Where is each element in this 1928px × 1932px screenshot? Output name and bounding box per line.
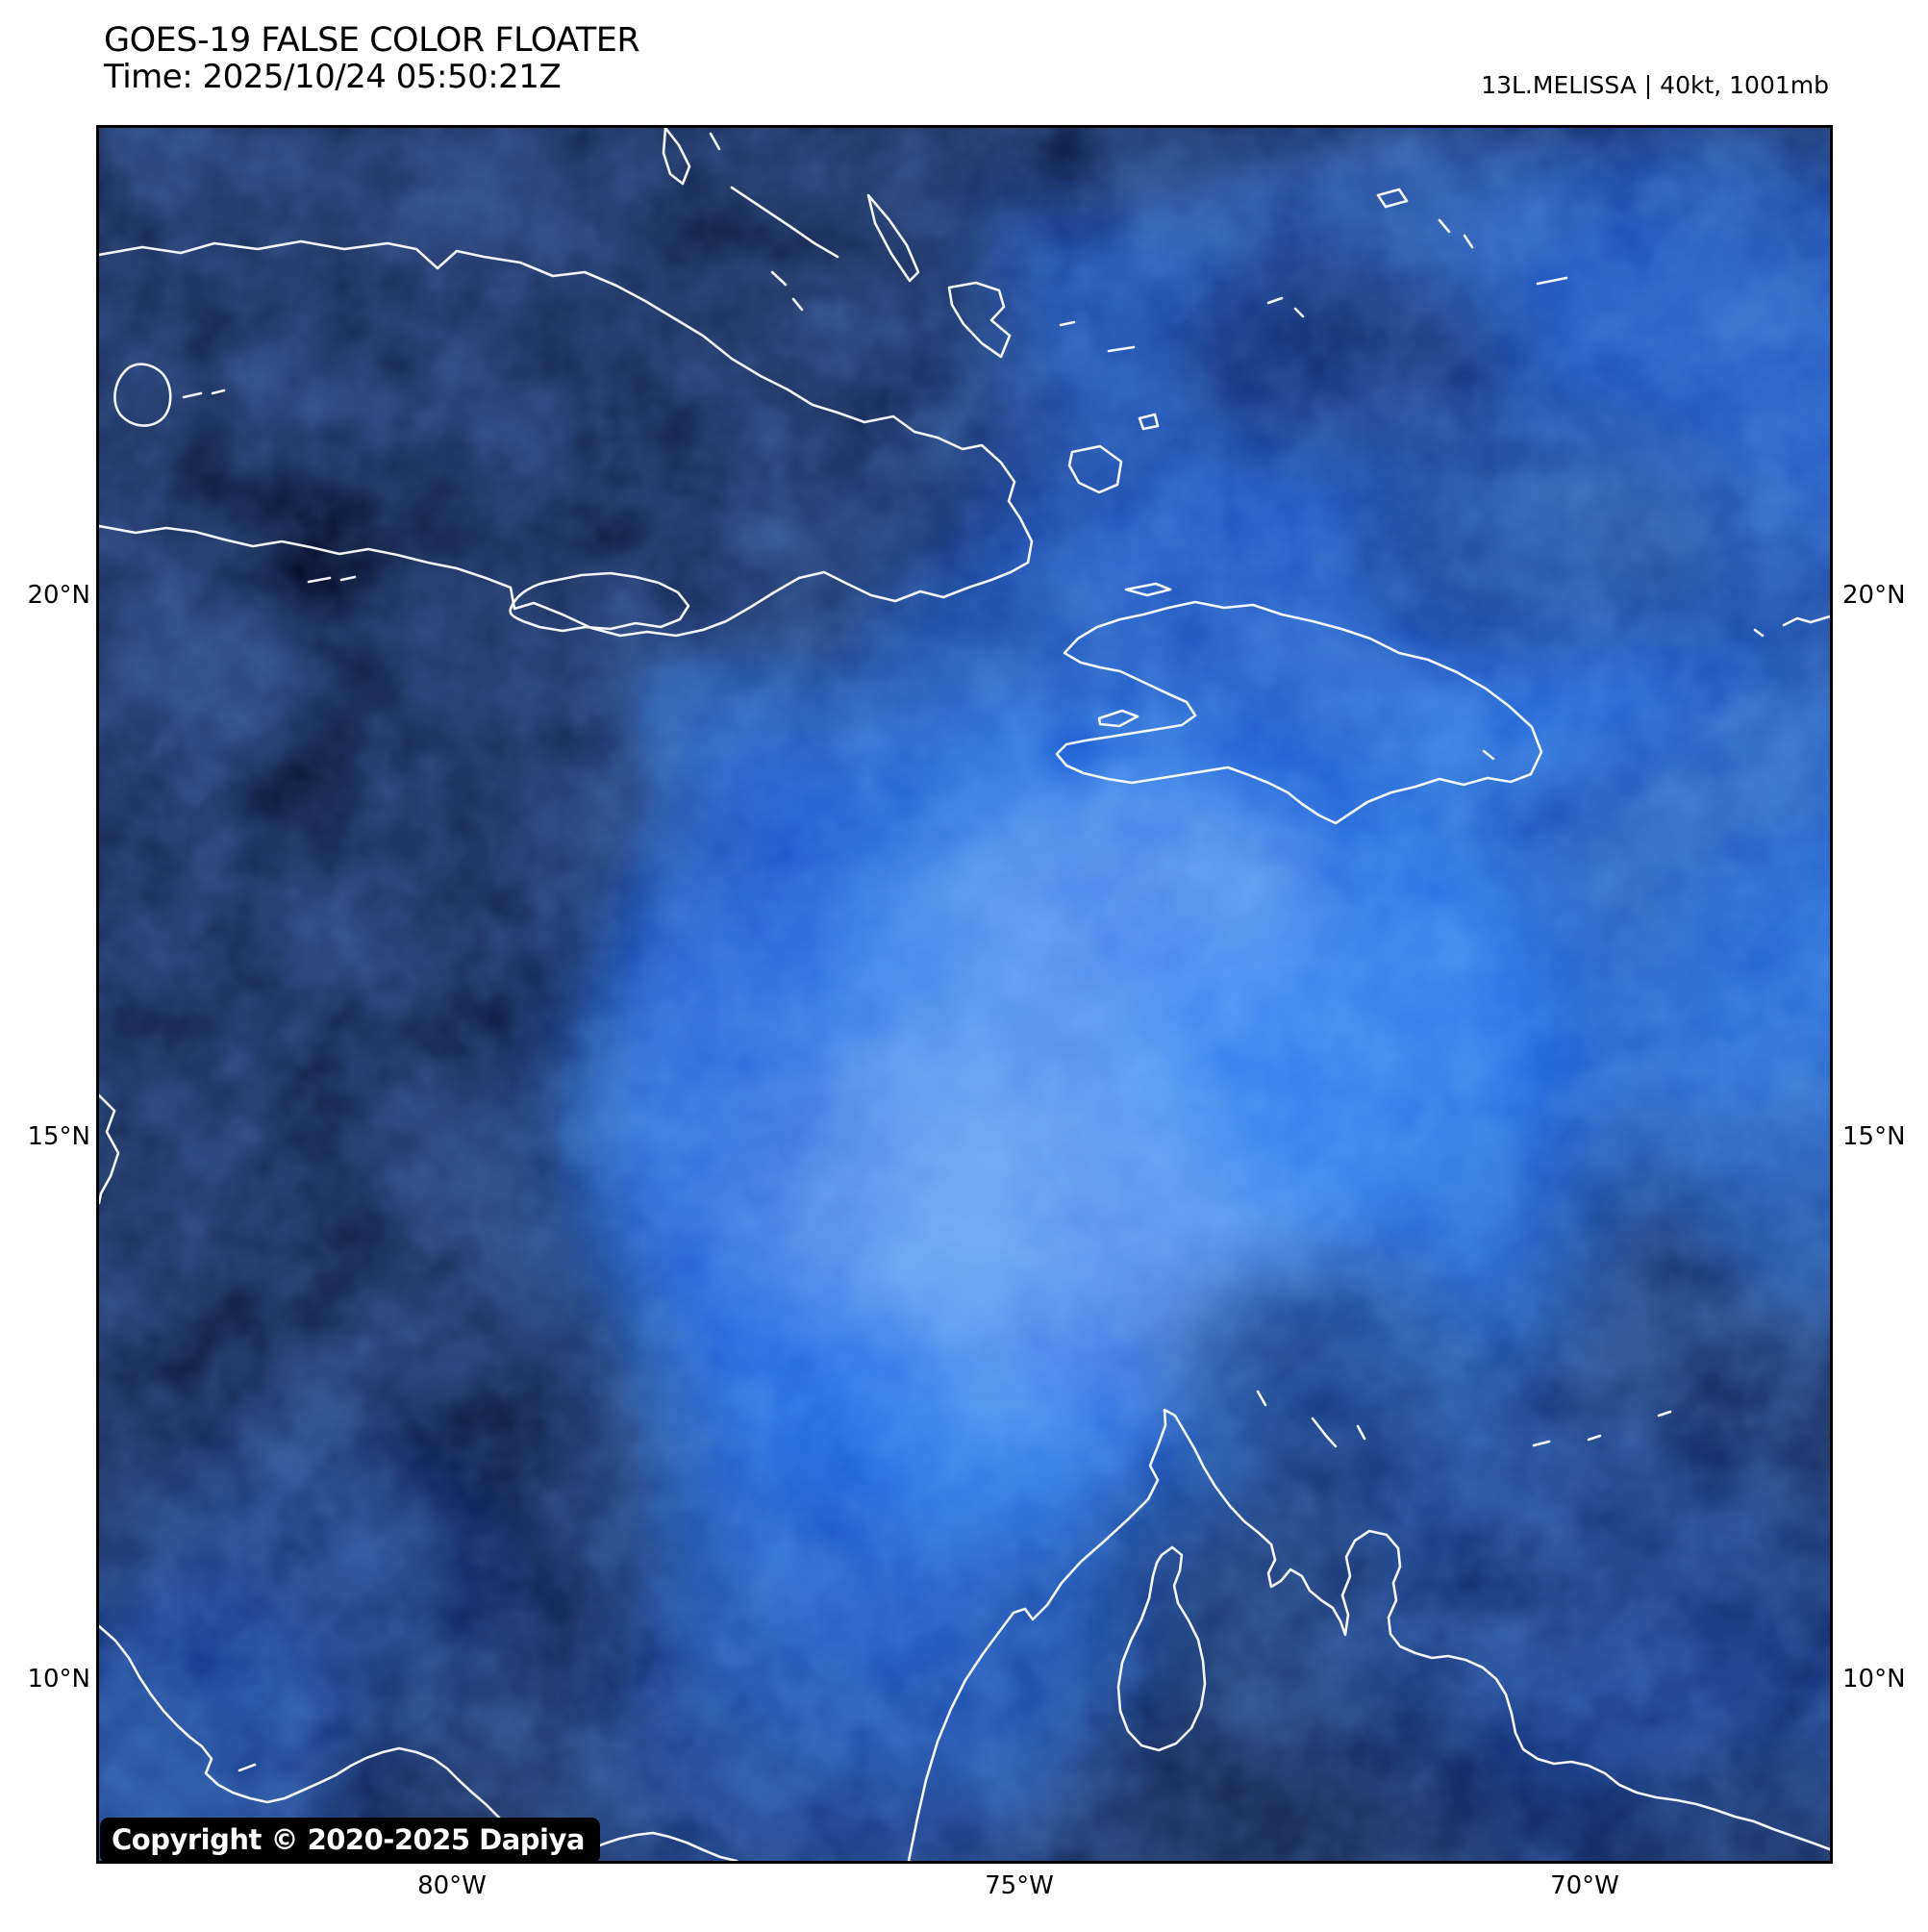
map-frame — [96, 125, 1833, 1864]
lat-label-right-15n: 15°N — [1842, 1122, 1906, 1151]
coastline-long-island — [770, 193, 920, 312]
coastline-exuma — [730, 186, 839, 259]
coastline-panama — [99, 1624, 739, 1861]
lat-label-right-20n: 20°N — [1842, 581, 1906, 610]
coastline-nicaragua-fragment — [99, 1093, 120, 1205]
copyright-badge: Copyright © 2020-2025 Dapiya — [100, 1818, 600, 1864]
cloud-noise-texture — [99, 128, 1830, 1861]
coastline-crooked-acklins — [947, 281, 1136, 359]
coastline-cuba — [99, 239, 1034, 638]
lon-label-70w: 70°W — [1550, 1871, 1619, 1900]
page-title: GOES-19 FALSE COLOR FLOATER — [104, 21, 640, 60]
coastline-overlay — [99, 128, 1830, 1861]
coastline-andros — [662, 128, 721, 186]
coastline-isla-juventud — [113, 363, 172, 427]
lat-label-left-20n: 20°N — [27, 581, 90, 610]
coastline-south-america — [907, 1408, 1830, 1861]
lat-label-left-15n: 15°N — [27, 1122, 90, 1151]
lon-label-80w: 80°W — [417, 1871, 487, 1900]
coastline-gonave — [1097, 709, 1139, 728]
coastline-inaguas — [1067, 413, 1160, 494]
coastline-lake-maracaibo — [1116, 1545, 1207, 1752]
satellite-image-canvas — [99, 128, 1830, 1861]
coastline-puerto-rico-fragment — [1482, 615, 1830, 761]
coastline-turks-caicos — [1266, 188, 1568, 318]
coastline-abc-islands — [1256, 1390, 1672, 1448]
lat-label-left-10n: 10°N — [27, 1665, 90, 1694]
coastline-cays — [182, 389, 357, 584]
coastline-tortuga — [1124, 582, 1172, 597]
coastline-jamaica — [509, 571, 690, 633]
coastline-hispaniola — [1055, 600, 1543, 825]
storm-info-label: 13L.MELISSA | 40kt, 1001mb — [1481, 71, 1829, 99]
lon-label-75w: 75°W — [985, 1871, 1054, 1900]
lat-label-right-10n: 10°N — [1842, 1665, 1906, 1694]
timestamp-line: Time: 2025/10/24 05:50:21Z — [104, 58, 562, 96]
